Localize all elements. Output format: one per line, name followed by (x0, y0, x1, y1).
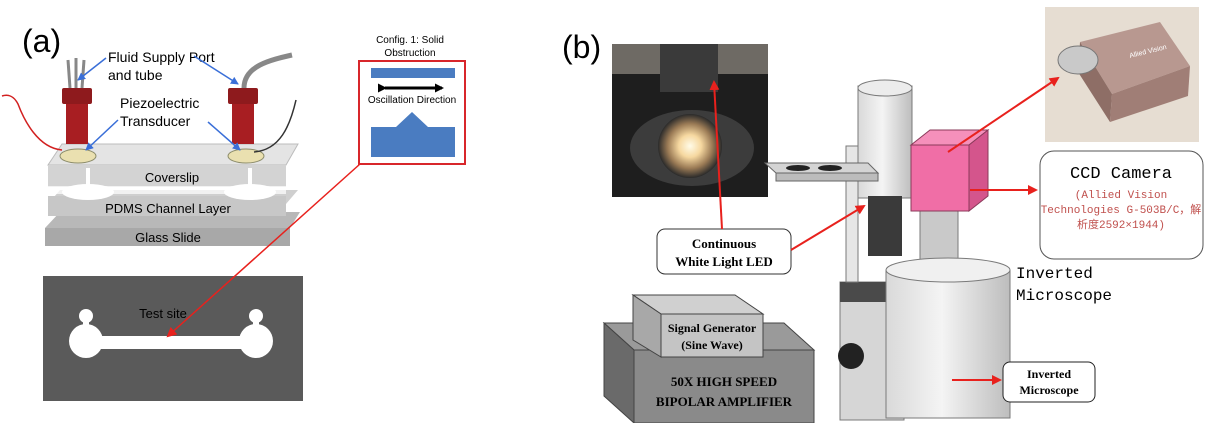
piezo-label-2: Transducer (120, 113, 191, 129)
config-title-2: Obstruction (384, 48, 435, 59)
condenser-top (857, 79, 913, 97)
scope-box-label-2: Microscope (1019, 383, 1079, 397)
camera-photo-lens (1057, 45, 1099, 75)
amplifier-front (633, 349, 815, 423)
port-left-cap (62, 88, 92, 104)
camera-photo: Allied Vision (1045, 7, 1199, 142)
fluid-port-label-1: Fluid Supply Port (108, 49, 215, 65)
stage-hole-2 (818, 165, 842, 171)
glass-slide-layer (45, 228, 290, 246)
config-to-test-site-arrow (166, 163, 361, 338)
scope-side-label-2: Microscope (1016, 287, 1112, 305)
led-label-1: Continuous (692, 236, 756, 251)
config-title-1: Config. 1: Solid (376, 35, 444, 46)
led-label-frame (656, 228, 792, 275)
amplifier-label-2: BIPOLAR AMPLIFIER (656, 394, 793, 409)
fluid-ports (1, 52, 297, 153)
pdms-channel-layer (48, 196, 286, 216)
inlet-neck-right (253, 316, 259, 328)
led-photo-objective (660, 44, 718, 92)
ccd-detail-2: Technologies G-503B/C，解 (1041, 202, 1202, 217)
amplifier-side (603, 321, 635, 423)
port-left-body (66, 104, 88, 144)
port-right-cap (228, 88, 258, 104)
ccd-detail-3: 析度2592×1944) (1077, 217, 1165, 232)
ccd-camera-block (910, 144, 970, 212)
pointer-piezo-right (207, 121, 241, 151)
ccd-title: CCD Camera (1070, 165, 1172, 184)
scope-label-box: Inverted Microscope (1002, 361, 1096, 403)
stage-hole-1 (786, 165, 810, 171)
via-left (86, 168, 90, 192)
signal-gen-front (660, 313, 764, 358)
top-wall (371, 68, 455, 78)
scope-body (885, 269, 1011, 419)
signal-gen-label-1: Signal Generator (668, 321, 757, 335)
oscillation-label: Oscillation Direction (368, 95, 456, 106)
scope-side-label-1: Inverted (1016, 265, 1093, 283)
pointer-piezo-left (85, 119, 119, 151)
panel-b: (b) (562, 7, 1204, 423)
reservoir-right (239, 324, 273, 358)
fluid-port-label-2: and tube (108, 67, 163, 83)
signal-generator-device: 50X HIGH SPEED BIPOLAR AMPLIFIER Signal … (602, 294, 816, 423)
ccd-label-frame (1039, 150, 1204, 260)
via-right (248, 168, 252, 192)
piezo-disc-left (59, 148, 97, 164)
channel-gap (48, 186, 286, 194)
panel-b-label: (b) (562, 29, 601, 65)
objective-lens (868, 196, 902, 256)
led-photo-light (658, 114, 722, 178)
pointer-fluid-right (193, 55, 239, 85)
piezo-label-1: Piezoelectric (120, 95, 199, 111)
reservoir-left (69, 324, 103, 358)
scope-label-frame (1002, 361, 1096, 403)
solid-obstruction (371, 112, 455, 157)
layer-stack: Coverslip PDMS Channel Layer Glass Slide (45, 143, 300, 246)
port-right-body (232, 104, 254, 144)
coverslip-layer (48, 165, 286, 187)
scope-body-top (885, 257, 1011, 283)
wire-right (253, 99, 297, 153)
wire-left (1, 94, 63, 151)
sample-stage-edge (775, 172, 879, 182)
tube-right (241, 52, 293, 89)
config-inset: Config. 1: Solid Obstruction Oscillation… (358, 35, 466, 165)
ccd-label-box: CCD Camera (Allied Vision Technologies G… (1039, 150, 1204, 260)
glass-slide-label: Glass Slide (135, 230, 201, 245)
pdms-layer-label: PDMS Channel Layer (105, 201, 231, 216)
tube-left (66, 58, 86, 89)
test-site-image: Test site (43, 276, 303, 401)
camera-photo-body-top (1080, 22, 1190, 94)
inlet-neck-left (83, 316, 89, 328)
panel-a-label: (a) (22, 23, 61, 59)
arrow-led-to-scope (790, 204, 866, 251)
coverslip-label: Coverslip (145, 170, 199, 185)
ccd-detail-1: (Allied Vision (1075, 190, 1167, 202)
channel-shape (92, 336, 246, 349)
signal-gen-label-2: (Sine Wave) (681, 338, 742, 352)
ccd-camera-side (968, 128, 989, 213)
test-site-label: Test site (139, 306, 187, 321)
amplifier-label-1: 50X HIGH SPEED (671, 374, 777, 389)
focus-knob (838, 343, 864, 369)
led-label-2: White Light LED (675, 254, 773, 269)
camera-photo-body-front (1110, 66, 1190, 122)
panel-a: (a) Coverslip PDMS Channel Layer Glass S… (1, 23, 466, 401)
pointer-fluid-left (77, 57, 107, 81)
led-photo (612, 44, 768, 197)
arrow-led-to-photo (709, 80, 723, 230)
scope-box-label-1: Inverted (1027, 367, 1071, 381)
arrow-camera-to-photo (947, 76, 1060, 153)
led-label-box: Continuous White Light LED (656, 228, 792, 275)
